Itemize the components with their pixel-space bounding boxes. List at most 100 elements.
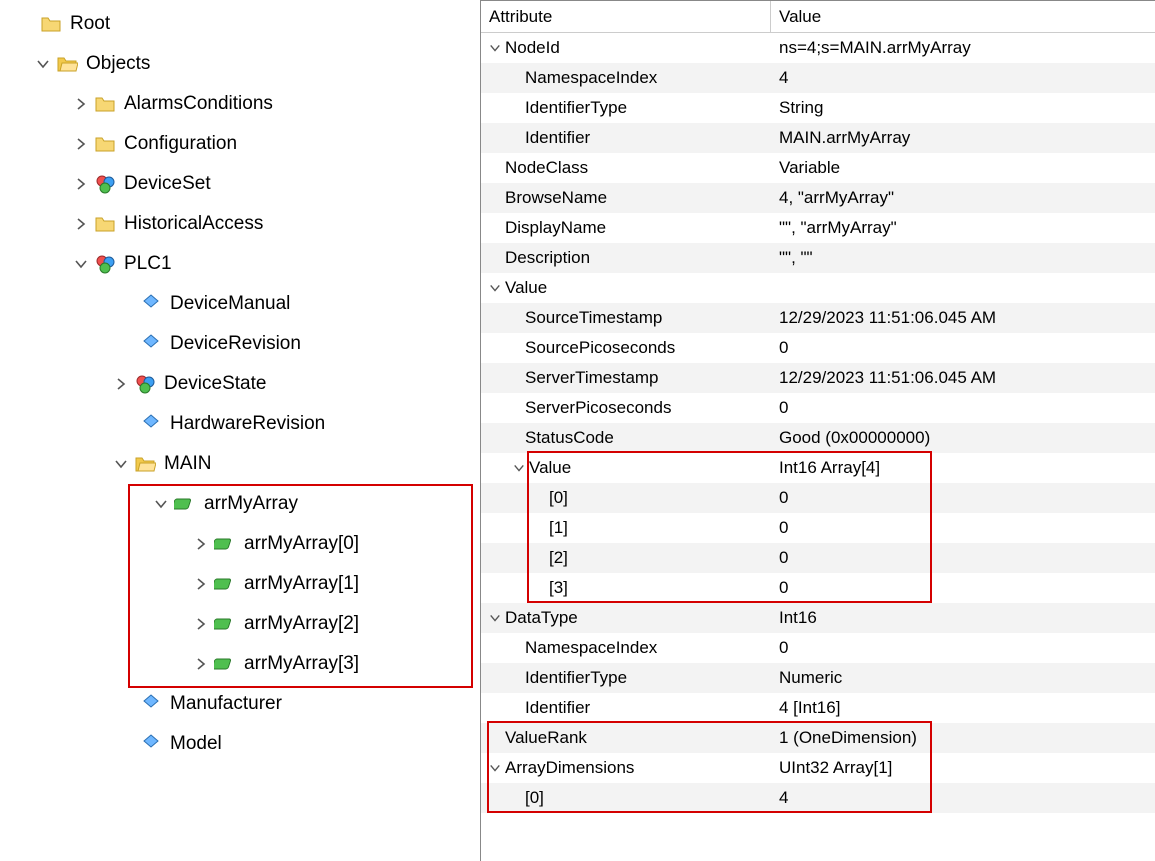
- attr-value: Good (0x00000000): [771, 428, 1155, 448]
- chevron-right-icon[interactable]: [70, 93, 92, 115]
- chevron-right-icon[interactable]: [70, 133, 92, 155]
- attr-row-srcps[interactable]: SourcePicoseconds 0: [481, 333, 1155, 363]
- attr-row-srcts[interactable]: SourceTimestamp 12/29/2023 11:51:06.045 …: [481, 303, 1155, 333]
- attr-row-v3[interactable]: [3] 0: [481, 573, 1155, 603]
- variable-icon: [214, 573, 236, 595]
- attr-row-arraydimensions[interactable]: ArrayDimensions UInt32 Array[1]: [481, 753, 1155, 783]
- tree-item-plc1[interactable]: PLC1: [0, 244, 480, 284]
- attr-value: 4, "arrMyArray": [771, 188, 1155, 208]
- chevron-right-icon[interactable]: [190, 533, 212, 555]
- tree-item-objects[interactable]: Objects: [0, 44, 480, 84]
- chevron-down-icon[interactable]: [110, 453, 132, 475]
- attr-key: [2]: [549, 548, 568, 568]
- property-icon: [140, 413, 162, 435]
- tree-item-arr3[interactable]: arrMyArray[3]: [0, 644, 480, 684]
- tree-panel: Root Objects AlarmsConditions Configurat…: [0, 0, 480, 861]
- attr-value: 4 [Int16]: [771, 698, 1155, 718]
- tree-item-hwrevision[interactable]: HardwareRevision: [0, 404, 480, 444]
- tree-item-devrevision[interactable]: DeviceRevision: [0, 324, 480, 364]
- tree-label: DeviceState: [164, 373, 266, 395]
- attr-row-status[interactable]: StatusCode Good (0x00000000): [481, 423, 1155, 453]
- tree-item-main[interactable]: MAIN: [0, 444, 480, 484]
- tree-item-config[interactable]: Configuration: [0, 124, 480, 164]
- tree-item-manufacturer[interactable]: Manufacturer: [0, 684, 480, 724]
- chevron-down-icon[interactable]: [485, 278, 505, 298]
- attr-key: ServerTimestamp: [525, 368, 659, 388]
- header-attribute[interactable]: Attribute: [481, 1, 771, 32]
- chevron-right-icon[interactable]: [70, 173, 92, 195]
- tree-item-deviceset[interactable]: DeviceSet: [0, 164, 480, 204]
- attr-row-nodeclass[interactable]: NodeClass Variable: [481, 153, 1155, 183]
- tree-item-devmanual[interactable]: DeviceManual: [0, 284, 480, 324]
- chevron-down-icon[interactable]: [485, 758, 505, 778]
- tree-item-histaccess[interactable]: HistoricalAccess: [0, 204, 480, 244]
- attr-row-browsename[interactable]: BrowseName 4, "arrMyArray": [481, 183, 1155, 213]
- attr-key: Description: [505, 248, 590, 268]
- variable-icon: [214, 653, 236, 675]
- attr-row-srvps[interactable]: ServerPicoseconds 0: [481, 393, 1155, 423]
- chevron-down-icon[interactable]: [485, 608, 505, 628]
- tree-label: arrMyArray: [204, 493, 298, 515]
- tree-item-root[interactable]: Root: [0, 4, 480, 44]
- attr-value: 0: [771, 578, 1155, 598]
- chevron-right-icon[interactable]: [70, 213, 92, 235]
- folder-open-icon: [134, 453, 156, 475]
- folder-closed-icon: [94, 133, 116, 155]
- chevron-down-icon[interactable]: [485, 38, 505, 58]
- attr-row-dtidt[interactable]: IdentifierType Numeric: [481, 663, 1155, 693]
- attr-row-datatype[interactable]: DataType Int16: [481, 603, 1155, 633]
- attr-value: "", "arrMyArray": [771, 218, 1155, 238]
- attr-value: 12/29/2023 11:51:06.045 AM: [771, 368, 1155, 388]
- attr-value: UInt32 Array[1]: [771, 758, 1155, 778]
- attr-row-idtype[interactable]: IdentifierType String: [481, 93, 1155, 123]
- attr-row-v1[interactable]: [1] 0: [481, 513, 1155, 543]
- attr-row-v0[interactable]: [0] 0: [481, 483, 1155, 513]
- tree-item-arr2[interactable]: arrMyArray[2]: [0, 604, 480, 644]
- tree-item-model[interactable]: Model: [0, 724, 480, 764]
- attr-key: StatusCode: [525, 428, 614, 448]
- tree-item-arr0[interactable]: arrMyArray[0]: [0, 524, 480, 564]
- attr-row-value-inner[interactable]: Value Int16 Array[4]: [481, 453, 1155, 483]
- attr-row-ad0[interactable]: [0] 4: [481, 783, 1155, 813]
- tree-item-arr[interactable]: arrMyArray: [0, 484, 480, 524]
- attr-row-dtid[interactable]: Identifier 4 [Int16]: [481, 693, 1155, 723]
- header-value[interactable]: Value: [771, 7, 1155, 27]
- attr-value: 0: [771, 338, 1155, 358]
- attr-row-nsidx[interactable]: NamespaceIndex 4: [481, 63, 1155, 93]
- deviceset-icon: [94, 173, 116, 195]
- deviceset-icon: [134, 373, 156, 395]
- chevron-right-icon[interactable]: [190, 653, 212, 675]
- attr-row-valuerank[interactable]: ValueRank 1 (OneDimension): [481, 723, 1155, 753]
- attr-key: SourceTimestamp: [525, 308, 662, 328]
- attr-row-description[interactable]: Description "", "": [481, 243, 1155, 273]
- attr-row-displayname[interactable]: DisplayName "", "arrMyArray": [481, 213, 1155, 243]
- attr-row-srvts[interactable]: ServerTimestamp 12/29/2023 11:51:06.045 …: [481, 363, 1155, 393]
- attr-key: ArrayDimensions: [505, 758, 634, 778]
- attr-value: 0: [771, 488, 1155, 508]
- attr-key: ServerPicoseconds: [525, 398, 671, 418]
- chevron-right-icon[interactable]: [190, 613, 212, 635]
- attr-row-nodeid[interactable]: NodeId ns=4;s=MAIN.arrMyArray: [481, 33, 1155, 63]
- tree-item-alarms[interactable]: AlarmsConditions: [0, 84, 480, 124]
- chevron-down-icon[interactable]: [150, 493, 172, 515]
- attr-value: MAIN.arrMyArray: [771, 128, 1155, 148]
- tree-label: DeviceManual: [170, 293, 290, 315]
- chevron-right-icon[interactable]: [190, 573, 212, 595]
- folder-open-icon: [56, 53, 78, 75]
- chevron-down-icon[interactable]: [32, 53, 54, 75]
- attr-row-dtns[interactable]: NamespaceIndex 0: [481, 633, 1155, 663]
- chevron-down-icon[interactable]: [509, 458, 529, 478]
- attr-row-value[interactable]: Value: [481, 273, 1155, 303]
- tree-item-devstate[interactable]: DeviceState: [0, 364, 480, 404]
- attr-value: 4: [771, 788, 1155, 808]
- folder-closed-icon: [40, 13, 62, 35]
- tree-label: arrMyArray[2]: [244, 613, 359, 635]
- chevron-right-icon[interactable]: [110, 373, 132, 395]
- attr-row-v2[interactable]: [2] 0: [481, 543, 1155, 573]
- tree-item-arr1[interactable]: arrMyArray[1]: [0, 564, 480, 604]
- attr-key: DataType: [505, 608, 578, 628]
- folder-closed-icon: [94, 213, 116, 235]
- chevron-down-icon[interactable]: [70, 253, 92, 275]
- property-icon: [140, 333, 162, 355]
- attr-row-ident[interactable]: Identifier MAIN.arrMyArray: [481, 123, 1155, 153]
